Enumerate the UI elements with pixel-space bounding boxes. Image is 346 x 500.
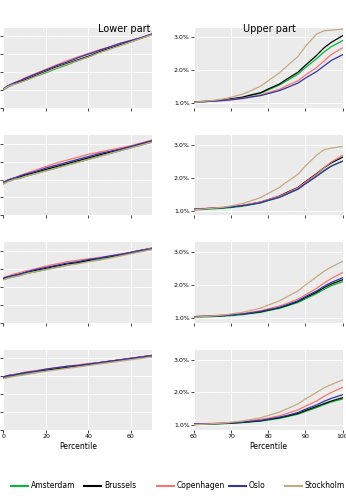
Text: Stockholm: Stockholm <box>304 482 345 490</box>
Text: Brussels: Brussels <box>104 482 136 490</box>
Text: Amsterdam: Amsterdam <box>31 482 76 490</box>
X-axis label: Percentile: Percentile <box>59 442 97 451</box>
Text: Oslo: Oslo <box>249 482 266 490</box>
Text: Lower part: Lower part <box>98 24 151 34</box>
Text: Copenhagen: Copenhagen <box>176 482 225 490</box>
X-axis label: Percentile: Percentile <box>249 442 287 451</box>
Text: Upper part: Upper part <box>244 24 296 34</box>
